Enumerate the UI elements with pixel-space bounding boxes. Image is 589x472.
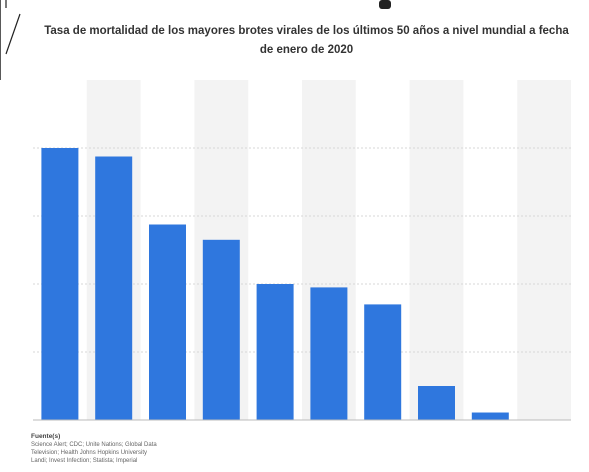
bar[interactable] bbox=[149, 224, 186, 421]
source-line: Television; Health Johns Hopkins Univers… bbox=[31, 450, 148, 456]
bar[interactable] bbox=[418, 386, 455, 420]
source-heading: Fuente(s) bbox=[31, 433, 61, 440]
source-line: Science Alert; CDC; Unite Nations; Globa… bbox=[31, 442, 157, 448]
bar[interactable] bbox=[364, 304, 402, 420]
chart-title: Tasa de mortalidad de los mayores brotes… bbox=[44, 25, 569, 56]
bars bbox=[41, 148, 509, 421]
bar[interactable] bbox=[310, 287, 348, 420]
top-edge-mark bbox=[379, 0, 391, 9]
bar[interactable] bbox=[202, 239, 240, 420]
plot-band bbox=[517, 80, 571, 420]
source-line: Landi; Invest Infection; Statista; Imper… bbox=[31, 458, 138, 464]
frame-corner-line bbox=[0, 0, 21, 80]
source-note: Fuente(s) Science Alert; CDC; Unite Nati… bbox=[31, 433, 291, 465]
bar[interactable] bbox=[471, 412, 509, 420]
plot-band bbox=[409, 80, 464, 420]
bar[interactable] bbox=[95, 156, 133, 421]
bar[interactable] bbox=[256, 284, 294, 420]
bar[interactable] bbox=[41, 148, 79, 420]
